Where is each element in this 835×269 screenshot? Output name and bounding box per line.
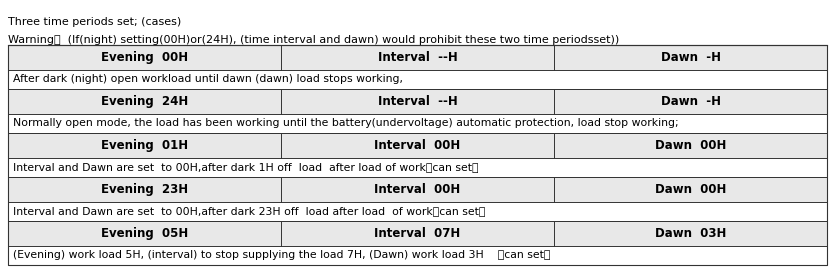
Text: Evening  23H: Evening 23H [101, 183, 188, 196]
Text: Evening  00H: Evening 00H [101, 51, 188, 64]
Text: Interval  --H: Interval --H [377, 95, 458, 108]
Text: (Evening) work load 5H, (interval) to stop supplying the load 7H, (Dawn) work lo: (Evening) work load 5H, (interval) to st… [13, 250, 550, 260]
Text: Dawn  00H: Dawn 00H [655, 183, 726, 196]
Text: Normally open mode, the load has been working until the battery(undervoltage) au: Normally open mode, the load has been wo… [13, 118, 679, 128]
Bar [8, 89, 827, 114]
Text: Dawn  -H: Dawn -H [660, 95, 721, 108]
Text: Dawn  -H: Dawn -H [660, 51, 721, 64]
Text: Interval  00H: Interval 00H [374, 139, 461, 152]
Text: Evening  01H: Evening 01H [101, 139, 188, 152]
Text: Evening  05H: Evening 05H [101, 227, 188, 240]
Text: Interval  00H: Interval 00H [374, 183, 461, 196]
Text: Dawn  03H: Dawn 03H [655, 227, 726, 240]
Text: Three time periods set; (cases): Three time periods set; (cases) [8, 17, 181, 27]
Bar [8, 177, 827, 202]
Text: Interval and Dawn are set  to 00H,after dark 23H off  load after load  of work（c: Interval and Dawn are set to 00H,after d… [13, 206, 485, 217]
Text: Interval  --H: Interval --H [377, 51, 458, 64]
Text: Evening  24H: Evening 24H [101, 95, 188, 108]
Bar [8, 133, 827, 158]
Text: After dark (night) open workload until dawn (dawn) load stops working,: After dark (night) open workload until d… [13, 75, 403, 84]
Text: Interval and Dawn are set  to 00H,after dark 1H off  load  after load of work（ca: Interval and Dawn are set to 00H,after d… [13, 162, 478, 172]
Bar [8, 45, 827, 70]
Text: Warning：  (If(night) setting(00H)or(24H), (time interval and dawn) would prohibi: Warning： (If(night) setting(00H)or(24H),… [8, 35, 620, 45]
Bar [8, 221, 827, 246]
Bar [8, 45, 827, 265]
Text: Dawn  00H: Dawn 00H [655, 139, 726, 152]
Text: Interval  07H: Interval 07H [374, 227, 461, 240]
